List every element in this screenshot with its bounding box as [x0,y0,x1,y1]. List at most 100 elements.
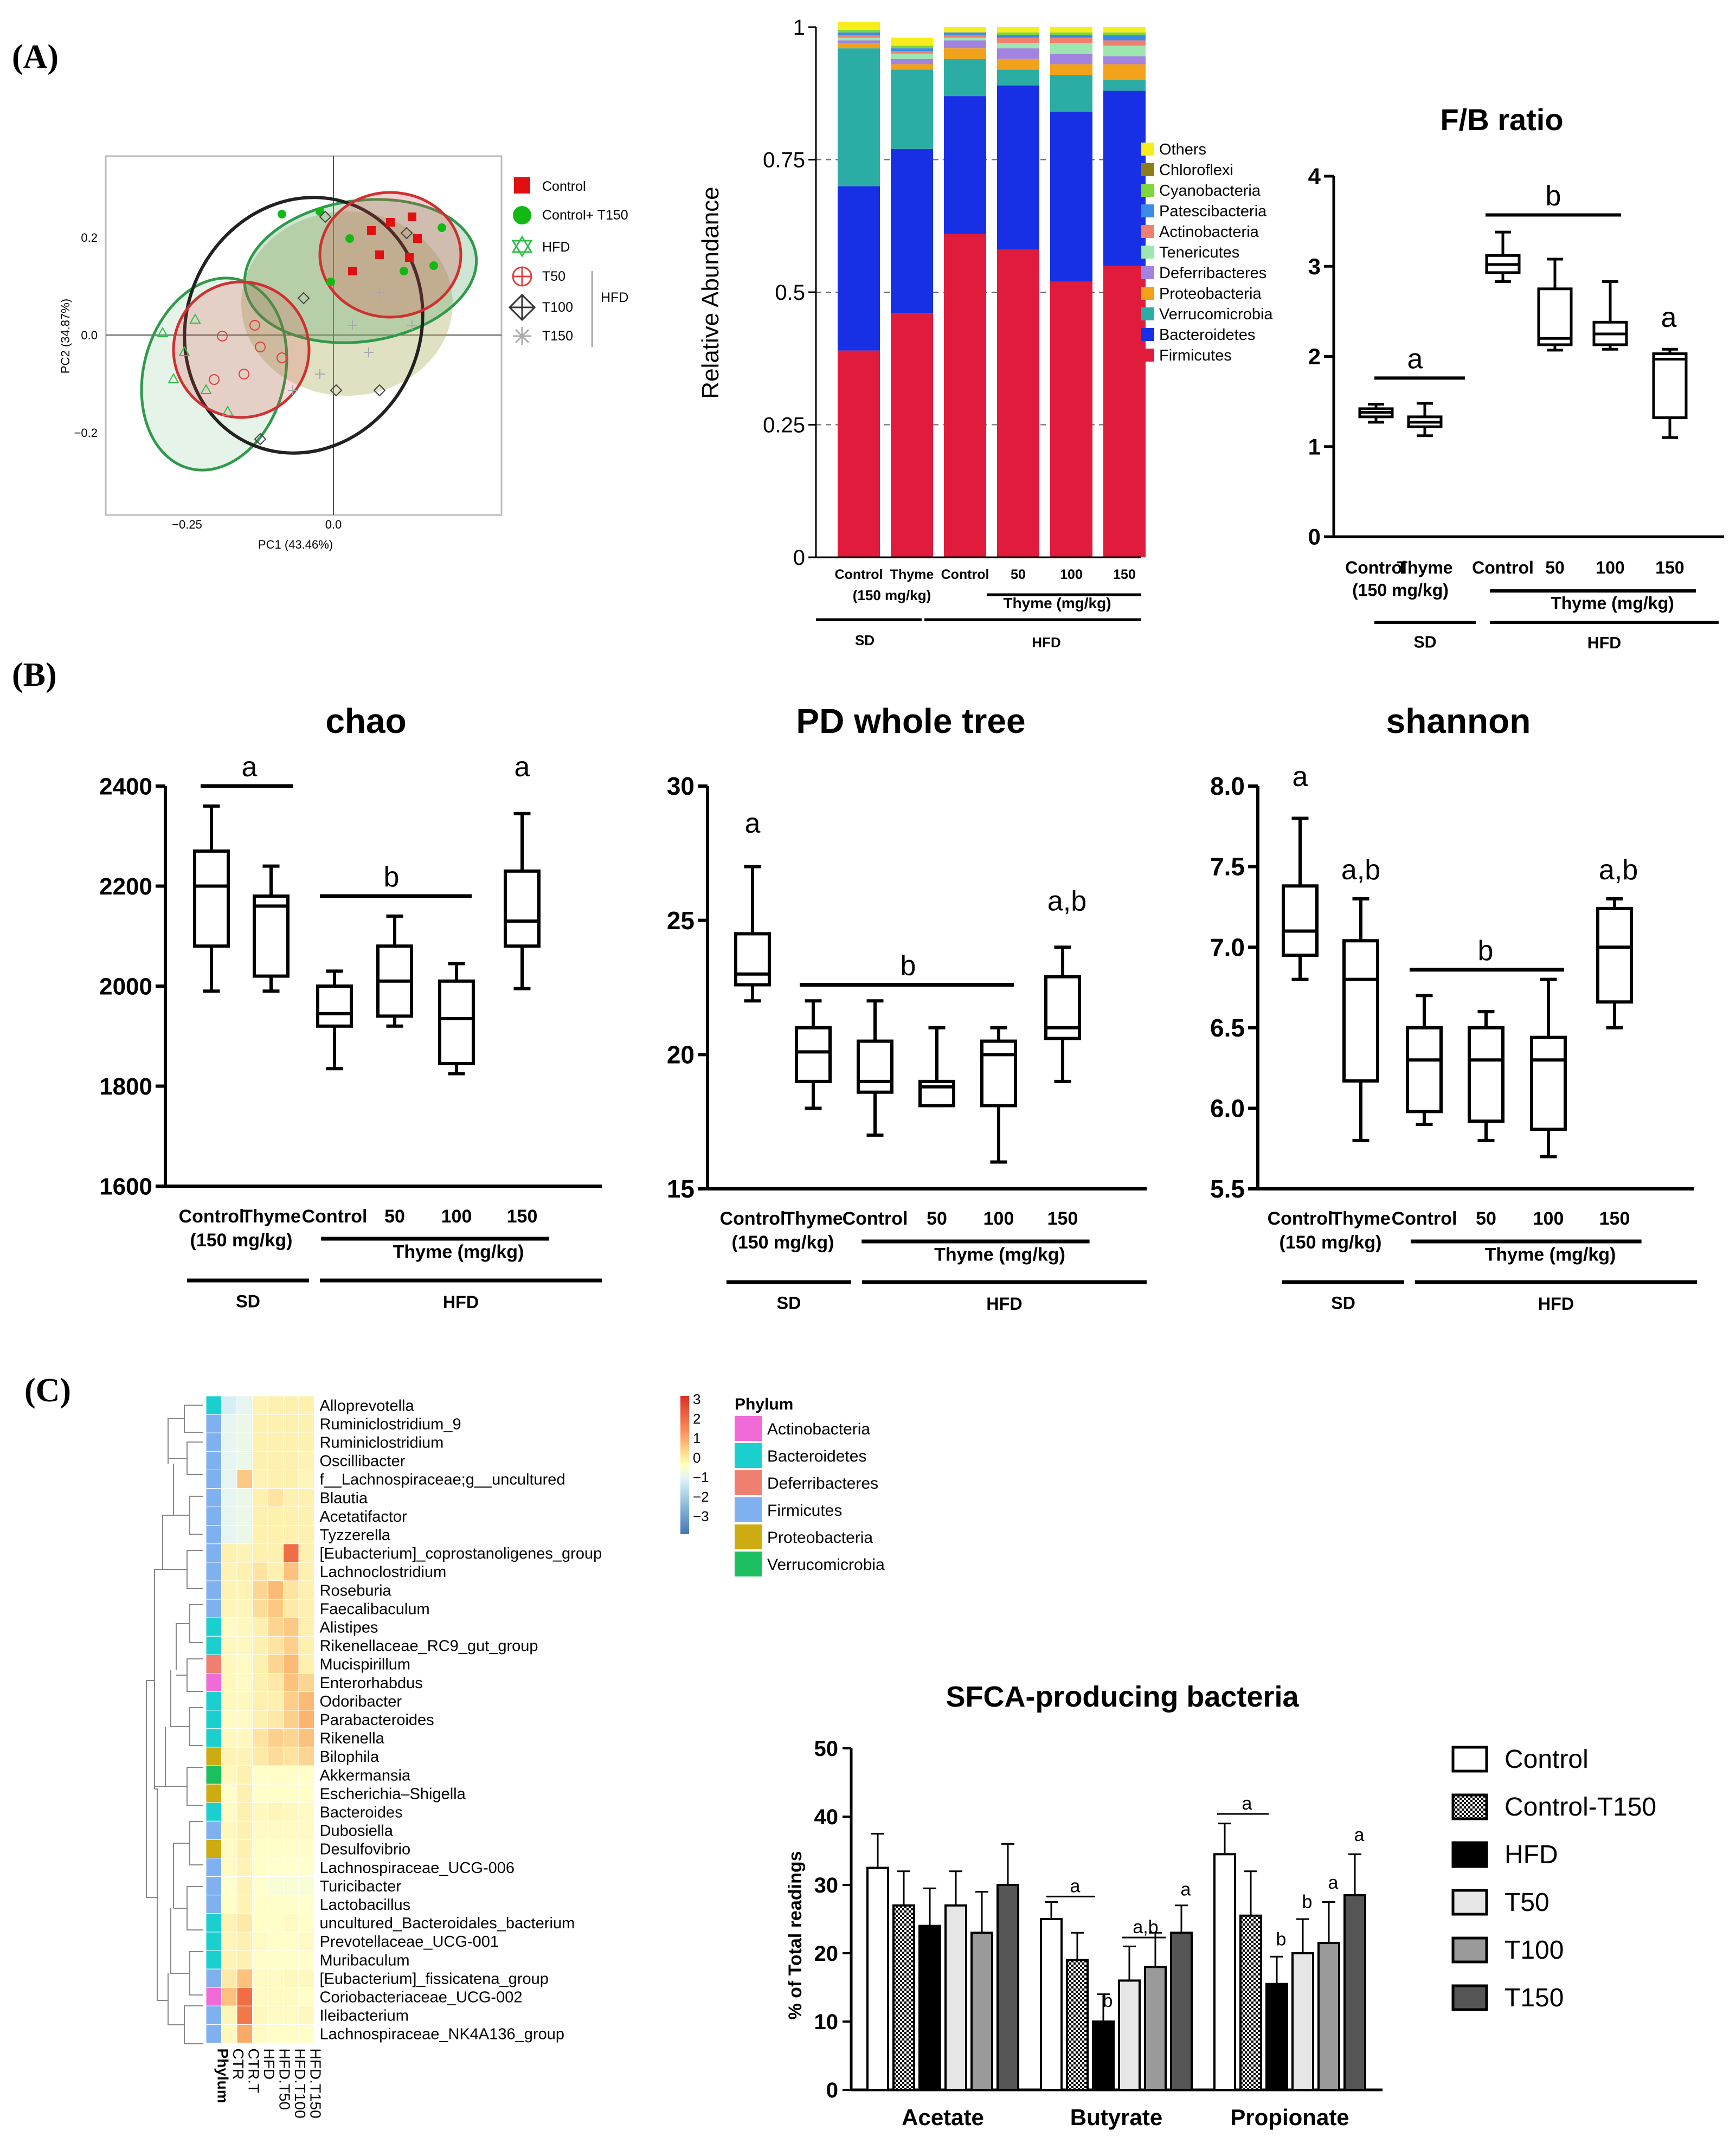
stacked-bar-3-patescibacteria [997,35,1039,38]
heatmap-cell-10-3 [267,1580,284,1600]
heatmap-cell-7-3 [267,1525,284,1544]
heatmap-phylum-cell-4 [205,1469,222,1489]
pcoa-point-4-0 [319,210,332,223]
heatmap-cell-27-1 [236,1895,253,1914]
stacked-legend-label-4: Actinobacteria [1159,223,1259,241]
heatmap-cell-27-0 [221,1895,237,1914]
heatmap-cell-14-4 [283,1654,299,1674]
heatmap-cell-8-1 [236,1543,253,1563]
heatmap-col-label-4: HFD.T50 [276,2049,293,2110]
chao-sd-label: SD [236,1291,260,1311]
pcoa-legend-control-t150: Control+ T150 [542,208,628,223]
heatmap-cell-14-2 [252,1654,268,1674]
heatmap-cell-24-2 [252,1839,268,1858]
heatmap-phylum-cell-7 [205,1525,222,1544]
heatmap-cell-33-3 [267,2005,284,2025]
heatmap-phylum-cell-10 [205,1580,222,1600]
scfa-ytick-label-1: 10 [814,2010,839,2034]
heatmap-cell-3-5 [298,1451,314,1470]
stacked-bar-0-bacteroidetes [838,186,880,351]
scfa-bar-0-4 [970,1932,993,2091]
pd-sub-label: (150 mg/kg) [732,1232,834,1253]
shannon-thyme-label: Thyme (mg/kg) [1485,1245,1616,1265]
heatmap-row-label-3: Oscillibacter [320,1453,406,1470]
stacked-bar-2-proteobacteria [944,48,986,59]
stacked-legend-swatch-4 [1141,225,1154,238]
pd-xlabel-1: Thyme [783,1208,843,1229]
heatmap-cell-2-3 [267,1432,284,1452]
fb-ytick-label-3: 3 [1308,254,1321,279]
heatmap-cell-10-1 [236,1580,253,1600]
pcoa-point-2-2 [239,369,249,379]
heatmap-cell-31-1 [236,1968,253,1988]
stacked-bar-4-verrucomicrobia [1050,75,1092,112]
fb-xlabel-5: 150 [1655,558,1684,577]
stacked-bar-1-proteobacteria [891,64,933,70]
pcoa-point-2-5 [249,320,260,331]
stacked-thyme-label: Thyme (mg/kg) [1003,595,1111,612]
stacked-bar-2-bacteroidetes [944,96,986,234]
stacked-legend-swatch-6 [1141,266,1154,279]
heatmap-row-label-24: Desulfovibrio [320,1841,411,1858]
pcoa-point-1-6 [438,223,446,232]
heatmap-phylum-cell-28 [205,1913,222,1933]
heatmap-cell-30-1 [236,1950,253,1970]
pcoa-point-5-5 [364,347,374,357]
chao-box-2 [316,984,353,1028]
legend-marker-hfd-a [511,235,533,253]
stacked-bar-5-tenericutes [1103,46,1146,56]
heatmap-cell-14-3 [267,1654,284,1674]
scfa-ytick-label-5: 50 [814,1737,839,1761]
stacked-ytick-label-1: 0.25 [763,414,805,437]
heatmap-cell-3-3 [267,1451,284,1470]
heatmap-cell-23-4 [283,1820,299,1840]
pcoa-point-0-2 [408,213,416,221]
chao-xlabel-4: 100 [441,1206,472,1227]
heatmap-cell-16-3 [267,1691,284,1711]
stacked-sub-label: (150 mg/kg) [853,587,931,603]
pd-box-2 [857,1039,893,1094]
heatmap-cell-7-4 [283,1525,299,1544]
stacked-hfd-label: HFD [1032,634,1060,651]
heatmap-cell-18-3 [267,1728,284,1748]
shannon-box-1 [1342,939,1379,1083]
heatmap-row-label-14: Mucispirillum [320,1656,411,1674]
stacked-bar-0-actinobacteria [838,35,880,38]
heatmap-legend-swatch-1 [735,1443,762,1468]
scfa-xlabel-0: Acetate [902,2104,984,2130]
heatmap-phylum-cell-8 [205,1543,222,1563]
heatmap-cell-28-0 [221,1913,237,1933]
stacked-legend-label-10: Firmicutes [1159,347,1232,364]
scfa-bar-2-0 [1213,1853,1236,2091]
stacked-bar-2-firmicutes [944,234,986,557]
heatmap-cell-33-5 [298,2005,314,2025]
scfa-sig-label-6: b [1302,1891,1313,1912]
stacked-bar-5-patescibacteria [1103,35,1146,41]
scfa-ylabel: % of Total readings [785,1851,806,2019]
scfa-bar-2-4 [1317,1942,1340,2091]
heatmap-cell-13-0 [221,1636,237,1655]
heatmap-cell-3-0 [221,1451,237,1470]
heatmap-row-label-32: Coriobacteriaceae_UCG-002 [320,1988,523,2006]
chao-ytick-label-0: 1600 [99,1173,152,1200]
heatmap-cells [205,1395,314,2043]
stacked-bar-1-bacteroidetes [891,149,933,314]
heatmap-cell-32-5 [298,1987,314,2006]
pcoa-point-1-0 [278,210,286,218]
heatmap-phylum-cell-17 [205,1710,222,1729]
heatmap-cell-16-5 [298,1691,314,1711]
heatmap-phylum-cell-13 [205,1636,222,1655]
heatmap-cell-1-2 [252,1414,268,1433]
heatmap-legend-label-2: Deferribacteres [767,1475,878,1492]
fb-sig-label-0: a [1407,343,1423,375]
pcoa-plot: 0.2 0.0 −0.2 −0.25 0.0 PC1 (43.46%) PC2 … [59,155,628,551]
heatmap-scale-tick-2: 1 [693,1430,700,1446]
heatmap-cell-13-2 [252,1636,268,1655]
heatmap-cell-32-2 [252,1987,268,2006]
heatmap-phylum-cell-2 [205,1432,222,1452]
stacked-bar-1-others [891,37,933,46]
heatmap-row-label-2: Ruminiclostridium [320,1434,444,1451]
heatmap-cell-19-3 [267,1747,284,1766]
heatmap-cell-21-1 [236,1784,253,1803]
